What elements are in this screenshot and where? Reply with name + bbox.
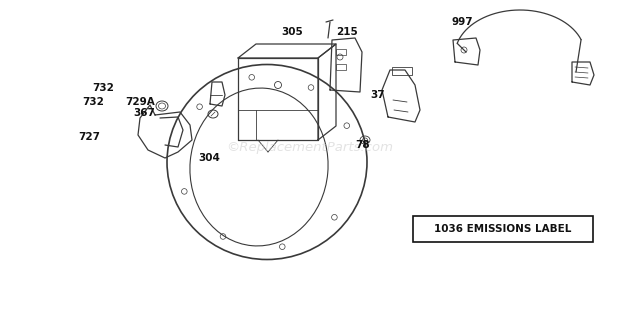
Text: 997: 997 [452, 17, 474, 27]
Text: 727: 727 [78, 132, 100, 142]
Bar [336, 49, 346, 55]
Bar [392, 67, 412, 75]
Text: 78: 78 [355, 140, 370, 150]
Text: 37: 37 [370, 90, 384, 100]
Text: 304: 304 [198, 153, 220, 163]
Bar [336, 64, 346, 70]
Text: 732: 732 [82, 97, 104, 107]
Text: 729A: 729A [125, 97, 155, 107]
Text: 1036 EMISSIONS LABEL: 1036 EMISSIONS LABEL [435, 224, 572, 234]
Text: 215: 215 [336, 27, 358, 37]
Text: 732: 732 [92, 83, 114, 93]
Text: 305: 305 [281, 27, 303, 37]
Text: ©ReplacementParts.com: ©ReplacementParts.com [226, 141, 394, 154]
Text: 367: 367 [133, 108, 155, 118]
